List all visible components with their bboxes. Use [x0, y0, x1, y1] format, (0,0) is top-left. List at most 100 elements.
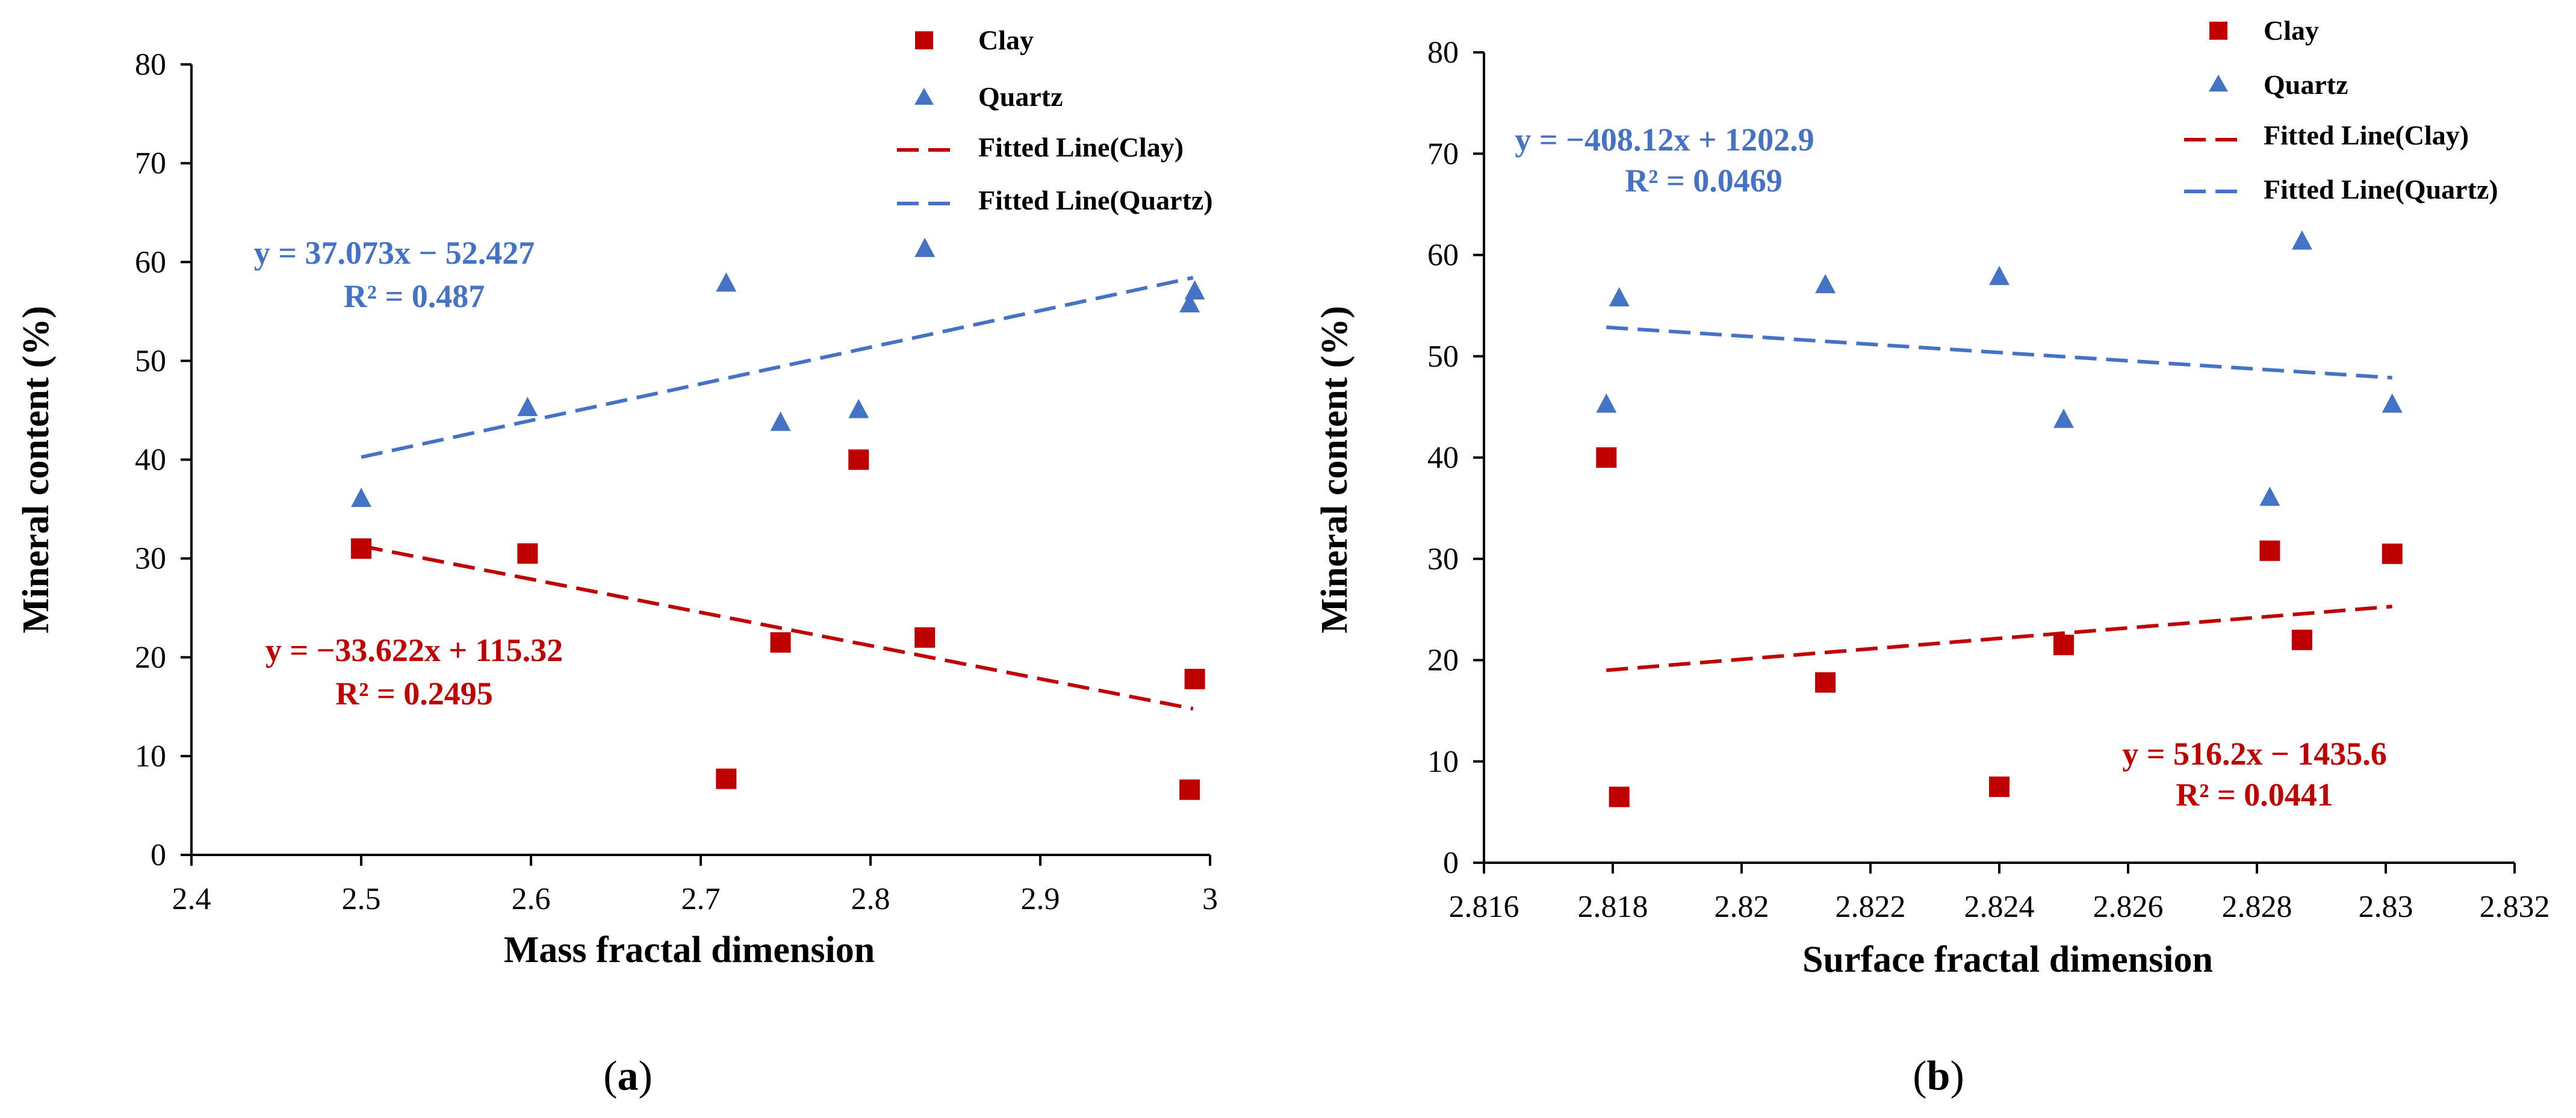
chart-b-x-tick-label: 2.828	[2222, 890, 2292, 924]
chart-a-point-quartz	[770, 411, 791, 431]
chart-a-x-tick-label: 2.8	[851, 882, 890, 916]
chart-b-point-quartz	[2053, 408, 2074, 428]
chart-b-y-tick-label: 60	[1427, 238, 1459, 273]
chart-b-y-tick-label: 20	[1427, 644, 1459, 678]
chart-b-point-quartz	[1609, 287, 1630, 306]
chart-b-clay-r2: R² = 0.0441	[2176, 777, 2333, 813]
chart-b-panel-label: (b)	[1913, 1053, 1964, 1099]
chart-a-x-tick-label: 2.7	[681, 882, 721, 916]
chart-a-x-tick-label: 3	[1202, 882, 1218, 916]
chart-a-x-tick-label: 2.5	[342, 882, 381, 916]
chart-b-y-tick-label: 70	[1427, 137, 1459, 171]
chart-b-y-tick-label: 50	[1427, 340, 1459, 374]
chart-b-quartz-r2: R² = 0.0469	[1625, 163, 1782, 199]
chart-a-point-clay	[517, 543, 538, 564]
chart-a-point-clay	[716, 768, 737, 789]
chart-a-axes: 0 10 20 30 40 50 60 70 80 2.4 2.5 2.6 2.7 2.8 2.9 3	[135, 48, 1218, 916]
chart-a-y-tick-label: 30	[135, 542, 166, 576]
chart-b-fit-line-quartz	[1606, 325, 2392, 380]
chart-b-point-clay	[1609, 786, 1630, 807]
chart-b-point-clay	[1989, 776, 2010, 797]
chart-a-legend: Clay Quartz Fitted Line(Clay) Fitted Lin…	[897, 25, 1213, 216]
chart-b-point-clay	[1815, 672, 1836, 693]
chart-a-point-quartz	[914, 237, 936, 257]
chart-b-point-quartz	[2382, 393, 2403, 413]
chart-b-quartz-equation: y = −408.12x + 1202.9	[1515, 122, 1814, 158]
chart-a-y-tick-label: 70	[135, 146, 166, 181]
chart-a-y-tick-label: 50	[135, 344, 166, 378]
chart-b-x-tick-label: 2.82	[1715, 890, 1769, 924]
chart-a-point-quartz	[1179, 293, 1200, 312]
chart-a-clay-equation: y = −33.622x + 115.32	[265, 632, 563, 668]
chart-b-y-axis-title: Mineral content (%)	[1314, 306, 1355, 633]
chart-a-point-quartz	[716, 272, 737, 292]
chart-a-fit-line-quartz	[361, 276, 1194, 459]
chart-b-x-tick-label: 2.83	[2359, 890, 2413, 924]
chart-b-legend: Clay Quartz Fitted Line(Clay) Fitted Lin…	[2184, 15, 2498, 205]
chart-a-legend-quartz-fit-label: Fitted Line(Quartz)	[978, 185, 1213, 216]
chart-b-point-quartz	[1596, 393, 1617, 413]
chart-b-x-tick-label: 2.832	[2480, 890, 2550, 924]
chart-a-point-clay	[1184, 668, 1205, 689]
chart-a-point-quartz	[848, 399, 869, 418]
chart-b-axes: 0 10 20 30 40 50 60 70 80 2.816 2.818 2.82 2.822 2.82…	[1427, 36, 2550, 924]
chart-b-point-quartz	[2291, 230, 2312, 250]
chart-a-legend-quartz-label: Quartz	[978, 81, 1063, 112]
chart-a-fit-lines	[361, 276, 1194, 711]
chart-b-legend-quartz-marker	[2209, 75, 2228, 92]
chart-b-legend-clay-label: Clay	[2264, 15, 2319, 46]
chart-panel-a: 0 10 20 30 40 50 60 70 80 2.4 2.5 2.6 2.7 2.8 2.9 3 Min…	[16, 25, 1218, 1099]
chart-a-x-tick-label: 2.6	[512, 882, 551, 916]
chart-a-point-quartz	[1184, 280, 1205, 300]
chart-a-panel-label: (a)	[603, 1053, 653, 1099]
chart-b-y-tick-label: 30	[1427, 542, 1459, 576]
chart-a-point-clay	[770, 632, 791, 653]
chart-a-legend-clay-label: Clay	[978, 25, 1034, 55]
chart-b-y-tick-label: 40	[1427, 441, 1459, 475]
chart-a-point-clay	[351, 538, 371, 559]
chart-b-legend-quartz-fit-label: Fitted Line(Quartz)	[2264, 174, 2498, 205]
chart-a-legend-quartz-marker	[914, 88, 934, 105]
chart-a-legend-clay-marker	[915, 31, 933, 49]
chart-b-point-quartz	[2259, 486, 2280, 506]
chart-a-y-tick-label: 60	[135, 245, 166, 279]
chart-a-point-clay	[848, 449, 869, 470]
chart-b-legend-quartz-label: Quartz	[2264, 69, 2348, 100]
chart-b-point-clay	[2053, 635, 2074, 656]
chart-panel-b: 0 10 20 30 40 50 60 70 80 2.816 2.818 2.82 2.822 2.82…	[1314, 15, 2550, 1099]
chart-b-clay-equation: y = 516.2x − 1435.6	[2122, 736, 2387, 772]
chart-a-y-tick-label: 80	[135, 48, 166, 82]
chart-b-point-clay	[2382, 543, 2403, 564]
chart-a-quartz-r2: R² = 0.487	[344, 278, 485, 314]
chart-b-point-clay	[2291, 629, 2312, 650]
chart-b-legend-clay-fit-label: Fitted Line(Clay)	[2264, 120, 2469, 151]
chart-a-x-tick-label: 2.9	[1021, 882, 1060, 916]
chart-b-x-tick-label: 2.826	[2093, 890, 2164, 924]
chart-a-quartz-equation: y = 37.073x − 52.427	[254, 235, 535, 271]
chart-a-x-axis-title: Mass fractal dimension	[504, 930, 875, 970]
chart-a-fit-line-clay	[361, 544, 1194, 711]
chart-b-y-tick-label: 10	[1427, 745, 1459, 779]
chart-b-point-quartz	[1989, 266, 2010, 285]
chart-a-clay-r2: R² = 0.2495	[335, 675, 492, 712]
chart-b-x-tick-label: 2.822	[1836, 890, 1906, 924]
chart-b-y-tick-label: 80	[1427, 36, 1459, 70]
chart-b-y-tick-label: 0	[1443, 846, 1459, 880]
chart-a-y-tick-label: 40	[135, 443, 166, 477]
chart-a-y-tick-label: 20	[135, 641, 166, 675]
chart-a-y-axis-title: Mineral content (%)	[16, 306, 57, 633]
chart-b-x-tick-label: 2.824	[1964, 890, 2035, 924]
chart-a-y-tick-label: 10	[135, 739, 166, 774]
chart-a-x-tick-label: 2.4	[172, 882, 211, 916]
chart-b-x-tick-label: 2.816	[1449, 890, 1519, 924]
chart-b-legend-clay-marker	[2209, 22, 2227, 40]
chart-b-point-clay	[1596, 447, 1617, 468]
chart-a-point-quartz	[351, 488, 371, 508]
chart-b-fit-line-clay	[1606, 604, 2392, 672]
chart-b-x-tick-label: 2.818	[1578, 890, 1648, 924]
chart-b-points	[1596, 230, 2403, 807]
chart-b-x-axis-title: Surface fractal dimension	[1802, 939, 2213, 980]
chart-a-points	[351, 237, 1205, 800]
chart-b-point-clay	[2259, 540, 2280, 561]
